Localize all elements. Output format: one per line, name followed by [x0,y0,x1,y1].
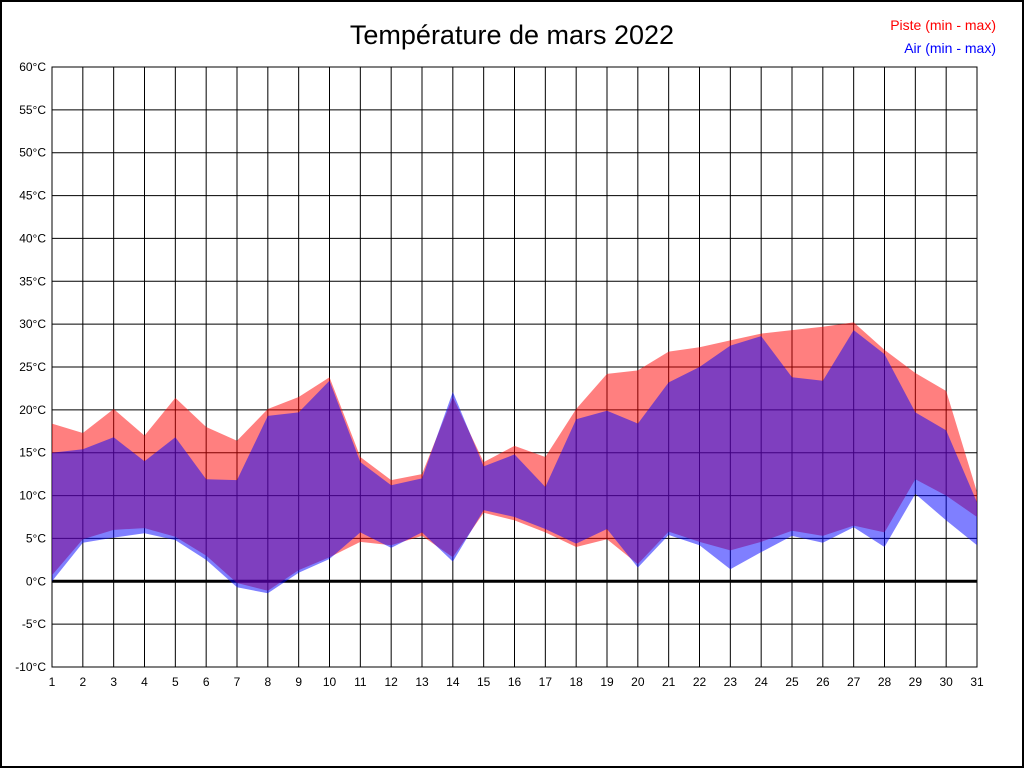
y-tick-label: 0°C [26,574,46,588]
x-tick-label: 11 [354,675,367,689]
x-tick-label: 2 [79,675,86,689]
x-tick-label: 26 [816,675,830,689]
legend-piste-label: Piste (min - max) [890,17,996,33]
x-tick-label: 20 [631,675,645,689]
x-tick-label: 30 [939,675,953,689]
x-tick-label: 28 [878,675,892,689]
y-tick-label: 25°C [19,360,46,374]
x-tick-label: 27 [847,675,861,689]
x-tick-label: 6 [203,675,210,689]
y-tick-label: 55°C [19,103,46,117]
x-tick-label: 4 [141,675,148,689]
x-tick-label: 3 [110,675,117,689]
x-tick-label: 18 [569,675,583,689]
air-band [52,330,977,594]
x-tick-label: 29 [909,675,923,689]
x-tick-label: 15 [477,675,491,689]
x-tick-label: 31 [970,675,984,689]
x-tick-label: 7 [234,675,241,689]
plot-border [51,66,978,668]
x-tick-label: 16 [508,675,522,689]
x-tick-label: 12 [384,675,398,689]
x-tick-label: 10 [323,675,337,689]
y-tick-label: 40°C [19,231,46,245]
chart-title: Température de mars 2022 [349,20,675,50]
y-tick-label: -10°C [15,660,46,674]
y-tick-label: 35°C [19,274,46,288]
x-tick-label: 19 [600,675,614,689]
y-tick-label: 10°C [19,489,46,503]
x-tick-label: 22 [693,675,707,689]
x-tick-label: 5 [172,675,179,689]
chart-legend: Piste (min - max) Air (min - max) [890,14,996,60]
x-tick-label: 14 [446,675,460,689]
y-tick-label: 60°C [19,60,46,74]
x-tick-label: 1 [49,675,56,689]
legend-air-label: Air (min - max) [904,40,996,56]
y-tick-label: 15°C [19,446,46,460]
y-tick-label: -5°C [22,617,46,631]
x-tick-label: 21 [662,675,676,689]
y-tick-label: 5°C [26,531,46,545]
x-tick-label: 17 [539,675,553,689]
x-tick-label: 8 [264,675,271,689]
x-tick-label: 13 [415,675,429,689]
y-tick-label: 30°C [19,317,46,331]
x-tick-label: 25 [785,675,799,689]
x-tick-label: 23 [724,675,738,689]
x-tick-label: 24 [754,675,768,689]
y-tick-label: 50°C [19,146,46,160]
y-tick-label: 20°C [19,403,46,417]
x-tick-label: 9 [295,675,302,689]
y-tick-label: 45°C [19,189,46,203]
